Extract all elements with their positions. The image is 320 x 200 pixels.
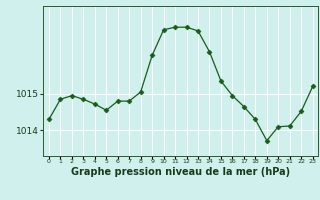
X-axis label: Graphe pression niveau de la mer (hPa): Graphe pression niveau de la mer (hPa)	[71, 167, 290, 177]
